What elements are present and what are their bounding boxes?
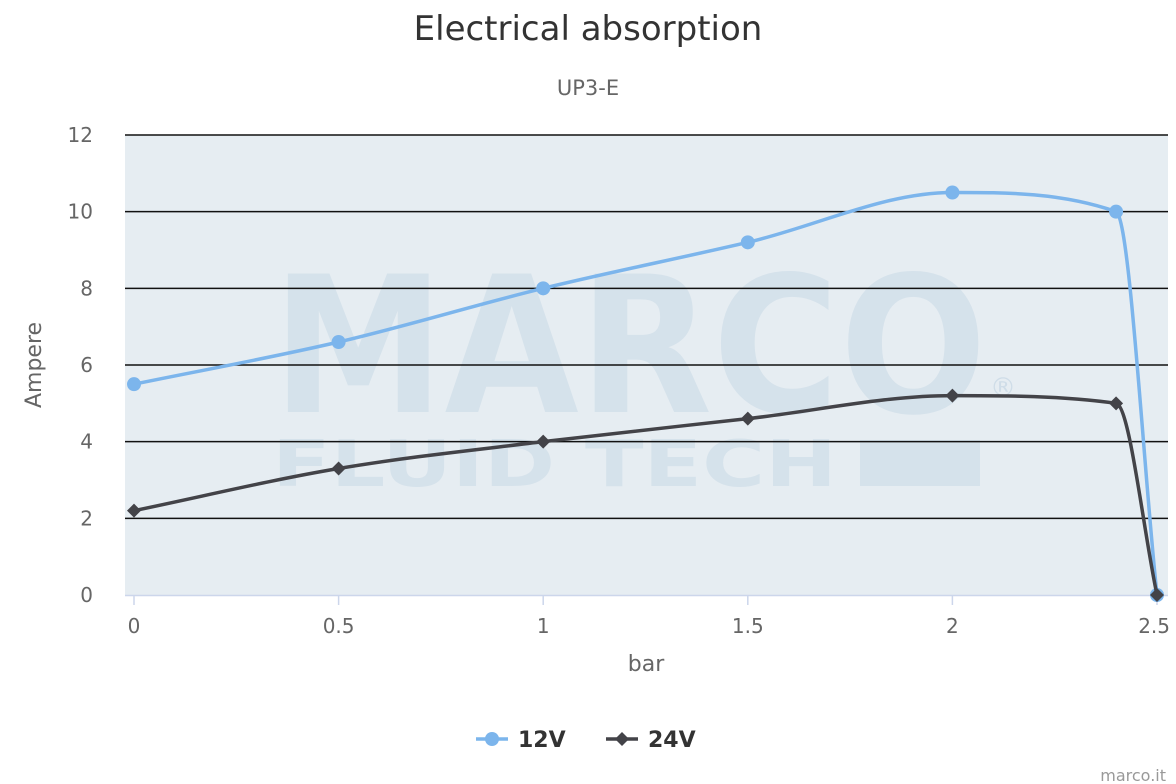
data-point[interactable] bbox=[740, 411, 755, 426]
y-axis-title: Ampere bbox=[22, 322, 47, 408]
x-tick-label: 2.5 bbox=[1138, 614, 1170, 638]
legend-label: 24V bbox=[648, 728, 696, 753]
y-axis-ticks: 0 2 4 6 8 10 12 bbox=[68, 123, 93, 607]
x-tick-label: 0.5 bbox=[323, 614, 355, 638]
data-point[interactable] bbox=[1150, 588, 1164, 602]
data-point[interactable] bbox=[740, 235, 755, 250]
x-tick-label: 2 bbox=[946, 614, 959, 638]
legend-marker bbox=[485, 732, 499, 746]
watermark-main-text: MARCO bbox=[272, 236, 987, 457]
x-tick-label: 1.5 bbox=[732, 614, 764, 638]
chart-title: Electrical absorption bbox=[414, 9, 763, 49]
y-tick-label: 8 bbox=[80, 276, 93, 300]
x-axis: 0 0.5 1 1.5 2 2.5 bbox=[125, 594, 1170, 638]
watermark-registered-mark: ® bbox=[990, 373, 1016, 403]
data-point[interactable] bbox=[331, 461, 346, 476]
legend-marker bbox=[615, 732, 629, 746]
y-tick-label: 4 bbox=[80, 430, 93, 454]
data-point[interactable] bbox=[945, 388, 960, 403]
y-tick-label: 0 bbox=[80, 583, 93, 607]
data-point[interactable] bbox=[945, 185, 960, 200]
series-layer bbox=[127, 185, 1164, 602]
y-tick-label: 10 bbox=[68, 200, 93, 224]
data-point[interactable] bbox=[536, 434, 551, 449]
watermark-bar bbox=[860, 440, 980, 486]
x-tick-label: 0 bbox=[128, 614, 141, 638]
x-axis-title: bar bbox=[628, 652, 665, 677]
chart-subtitle: UP3-E bbox=[557, 76, 619, 100]
legend-item-24V[interactable]: 24V bbox=[606, 728, 696, 753]
x-tick-label: 1 bbox=[537, 614, 550, 638]
y-tick-label: 6 bbox=[80, 353, 93, 377]
legend-item-12V[interactable]: 12V bbox=[476, 728, 566, 753]
data-point[interactable] bbox=[1109, 204, 1124, 219]
data-point[interactable] bbox=[331, 335, 346, 349]
y-tick-label: 12 bbox=[68, 123, 93, 147]
legend-label: 12V bbox=[518, 728, 566, 753]
data-point[interactable] bbox=[127, 503, 141, 518]
series-24V-group bbox=[127, 388, 1164, 602]
legend: 12V 24V bbox=[476, 728, 696, 753]
grid-lines bbox=[125, 134, 1168, 520]
data-point[interactable] bbox=[536, 281, 551, 296]
y-tick-label: 2 bbox=[80, 506, 93, 530]
credits-link[interactable]: marco.it bbox=[1100, 766, 1166, 784]
data-point[interactable] bbox=[127, 377, 141, 392]
series-12V-group bbox=[127, 185, 1164, 602]
data-point[interactable] bbox=[1109, 396, 1124, 411]
